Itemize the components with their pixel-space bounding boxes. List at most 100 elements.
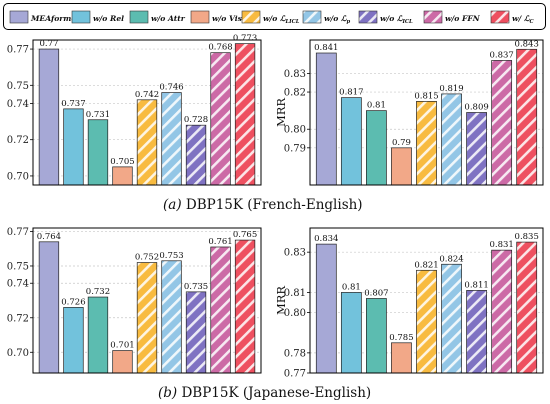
bar-value-label: 0.746: [159, 83, 183, 93]
caption-a-text: DBP15K (French-English): [185, 197, 363, 213]
bar-value-label: 0.831: [489, 240, 513, 250]
legend-swatch: [129, 10, 149, 24]
legend-item-1: w/o Rel: [71, 10, 124, 24]
bar-w-o-l-licl: [416, 100, 437, 186]
axes-frame: [309, 39, 544, 186]
bar-value-label: 0.761: [208, 237, 232, 247]
bar-w-o-l-licl: [416, 269, 437, 374]
legend-label: w/o Vis: [212, 14, 243, 23]
y-tick-label: 0.78: [284, 348, 306, 359]
bar-value-label: 0.821: [414, 260, 438, 270]
y-axis-label: MRR: [275, 286, 288, 315]
bar-value-label: 0.79: [392, 138, 411, 148]
bar-w-o-vis: [391, 342, 412, 374]
bar-w-o-l-p: [441, 93, 462, 186]
y-tick-label: 0.75: [7, 81, 29, 92]
axes-frame: [32, 39, 262, 186]
bar-w-o-ffn: [210, 246, 231, 374]
bar-meaformer: [315, 243, 337, 374]
bar-w-o-rel: [340, 97, 362, 186]
bar-value-label: 0.737: [61, 99, 85, 109]
bar-value-label: 0.726: [61, 297, 85, 307]
bar-w-o-rel: [340, 292, 362, 374]
bar-value-label: 0.752: [135, 253, 159, 263]
bar-value-label: 0.773: [233, 34, 257, 44]
bar-value-label: 0.732: [86, 287, 110, 297]
legend-swatch: [358, 10, 378, 24]
bar-value-label: 0.811: [464, 280, 488, 290]
y-tick-label: 0.72: [7, 313, 29, 324]
legend-swatch: [71, 10, 91, 24]
legend-label: w/o ℒICL: [380, 14, 413, 25]
caption-b: (b) DBP15K (Japanese-English): [158, 385, 371, 401]
bar-value-label: 0.764: [37, 232, 61, 242]
y-axis-label: MRR: [275, 98, 288, 127]
y-tick-label: 0.75: [7, 261, 29, 272]
y-tick-label: 0.74: [7, 99, 29, 110]
bar-meaformer: [38, 48, 60, 186]
legend-label: w/o Rel: [93, 14, 124, 23]
axes-frame: [32, 227, 262, 374]
legend-item-7: w/o FFN: [423, 10, 481, 24]
y-tick-label: 0.80: [284, 308, 306, 319]
y-tick-label: 0.70: [7, 348, 29, 359]
y-tick-label: 0.77: [7, 45, 29, 56]
bar-value-label: 0.834: [314, 234, 338, 244]
y-tick-label: 0.80: [284, 125, 306, 136]
legend-label: w/o Attr: [151, 14, 186, 23]
bar-value-label: 0.701: [110, 341, 134, 351]
bar-w-l-c: [234, 239, 256, 374]
bar-w-o-l-p: [441, 263, 462, 374]
bar-w-o-l-icl: [466, 112, 487, 186]
bar-value-label: 0.81: [367, 101, 386, 111]
bar-w-o-attr: [87, 119, 109, 186]
bar-value-label: 0.837: [489, 50, 513, 60]
bar-w-o-l-icl: [466, 290, 487, 374]
bar-value-label: 0.731: [86, 110, 110, 120]
bar-value-label: 0.81: [342, 282, 361, 292]
legend-item-8: w/ ℒC: [490, 10, 534, 25]
bar-w-o-l-icl: [185, 291, 207, 374]
legend-swatch: [423, 10, 443, 24]
y-tick-label: 0.70: [7, 171, 29, 182]
bar-value-label: 0.809: [464, 103, 488, 113]
bar-value-label: 0.705: [110, 157, 134, 167]
bar-value-label: 0.753: [159, 251, 183, 261]
chart-a-right: 0.790.800.820.830.8410.8170.810.790.8150…: [275, 39, 544, 186]
bar-value-label: 0.843: [515, 39, 539, 49]
caption-b-text: DBP15K (Japanese-English): [181, 385, 372, 401]
bar-value-label: 0.735: [184, 282, 208, 292]
bar-w-o-rel: [63, 307, 84, 374]
y-tick-label: 0.82: [284, 88, 306, 99]
bar-w-o-rel: [63, 108, 84, 186]
chart-legend: MEAformer w/o Rel w/o Attr w/o Vis w/o ℒLICL…: [3, 3, 546, 30]
bar-value-label: 0.835: [515, 232, 539, 242]
legend-swatch: [9, 10, 29, 24]
bar-value-label: 0.807: [364, 288, 388, 298]
bar-meaformer: [315, 52, 337, 186]
legend-item-5: w/o ℒp: [302, 10, 351, 25]
caption-a-label: (a): [163, 197, 182, 213]
legend-item-3: w/o Vis: [190, 10, 243, 24]
legend-item-4: w/o ℒLICL: [241, 10, 300, 25]
legend-swatch: [190, 10, 210, 24]
caption-a: (a) DBP15K (French-English): [163, 197, 363, 213]
bar-w-o-vis: [391, 147, 412, 186]
bar-w-o-l-licl: [136, 262, 158, 374]
y-tick-label: 0.83: [284, 69, 306, 80]
chart-b-right: 0.770.780.800.810.830.8340.810.8070.7850…: [275, 227, 544, 380]
bar-w-l-c: [234, 43, 256, 186]
legend-label: w/ ℒC: [512, 14, 534, 25]
bar-value-label: 0.77: [39, 39, 58, 49]
bar-w-o-ffn: [210, 52, 231, 186]
bar-value-label: 0.841: [314, 43, 338, 53]
axes-frame: [309, 227, 544, 374]
legend-svg: MEAformer w/o Rel w/o Attr w/o Vis w/o ℒLICL…: [9, 10, 534, 25]
legend-item-0: MEAformer: [9, 10, 81, 24]
bar-value-label: 0.817: [339, 88, 363, 98]
bar-value-label: 0.742: [135, 90, 159, 100]
y-tick-label: 0.72: [7, 135, 29, 146]
legend-label: w/o ℒLICL: [263, 14, 300, 25]
bar-w-o-l-licl: [136, 99, 158, 186]
